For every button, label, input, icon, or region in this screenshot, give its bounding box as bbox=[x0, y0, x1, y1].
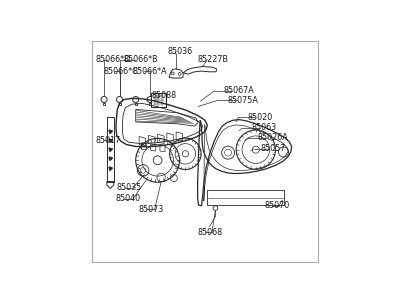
Text: 85040: 85040 bbox=[115, 194, 140, 203]
FancyBboxPatch shape bbox=[161, 98, 163, 100]
FancyBboxPatch shape bbox=[161, 95, 163, 97]
Text: 85073: 85073 bbox=[138, 205, 164, 214]
Text: 85057: 85057 bbox=[261, 144, 286, 153]
Text: 85063: 85063 bbox=[252, 123, 277, 132]
FancyBboxPatch shape bbox=[154, 95, 156, 97]
FancyBboxPatch shape bbox=[157, 103, 159, 105]
FancyBboxPatch shape bbox=[152, 93, 166, 107]
Text: 85026A: 85026A bbox=[258, 133, 288, 142]
Text: 85017: 85017 bbox=[95, 136, 120, 145]
FancyBboxPatch shape bbox=[157, 100, 159, 102]
Text: 85066*C: 85066*C bbox=[103, 67, 138, 76]
FancyBboxPatch shape bbox=[157, 95, 159, 97]
FancyBboxPatch shape bbox=[161, 103, 163, 105]
Text: 85227B: 85227B bbox=[198, 55, 229, 64]
Text: 85067A: 85067A bbox=[223, 86, 254, 95]
FancyBboxPatch shape bbox=[154, 103, 156, 105]
FancyBboxPatch shape bbox=[161, 100, 163, 102]
Text: 85036: 85036 bbox=[168, 47, 193, 56]
FancyBboxPatch shape bbox=[154, 98, 156, 100]
FancyBboxPatch shape bbox=[92, 40, 318, 262]
Text: 85075A: 85075A bbox=[228, 96, 258, 105]
Text: 85020: 85020 bbox=[247, 113, 272, 122]
FancyBboxPatch shape bbox=[157, 98, 159, 100]
Text: 85066*B: 85066*B bbox=[124, 55, 158, 64]
Text: 85066*D: 85066*D bbox=[96, 55, 131, 64]
Text: 85066*A: 85066*A bbox=[133, 67, 168, 76]
Text: 85070: 85070 bbox=[264, 201, 290, 210]
FancyBboxPatch shape bbox=[207, 190, 284, 205]
FancyBboxPatch shape bbox=[154, 100, 156, 102]
Text: 85068: 85068 bbox=[198, 228, 223, 237]
Text: 85088: 85088 bbox=[152, 91, 176, 100]
Text: 85035: 85035 bbox=[117, 184, 142, 193]
